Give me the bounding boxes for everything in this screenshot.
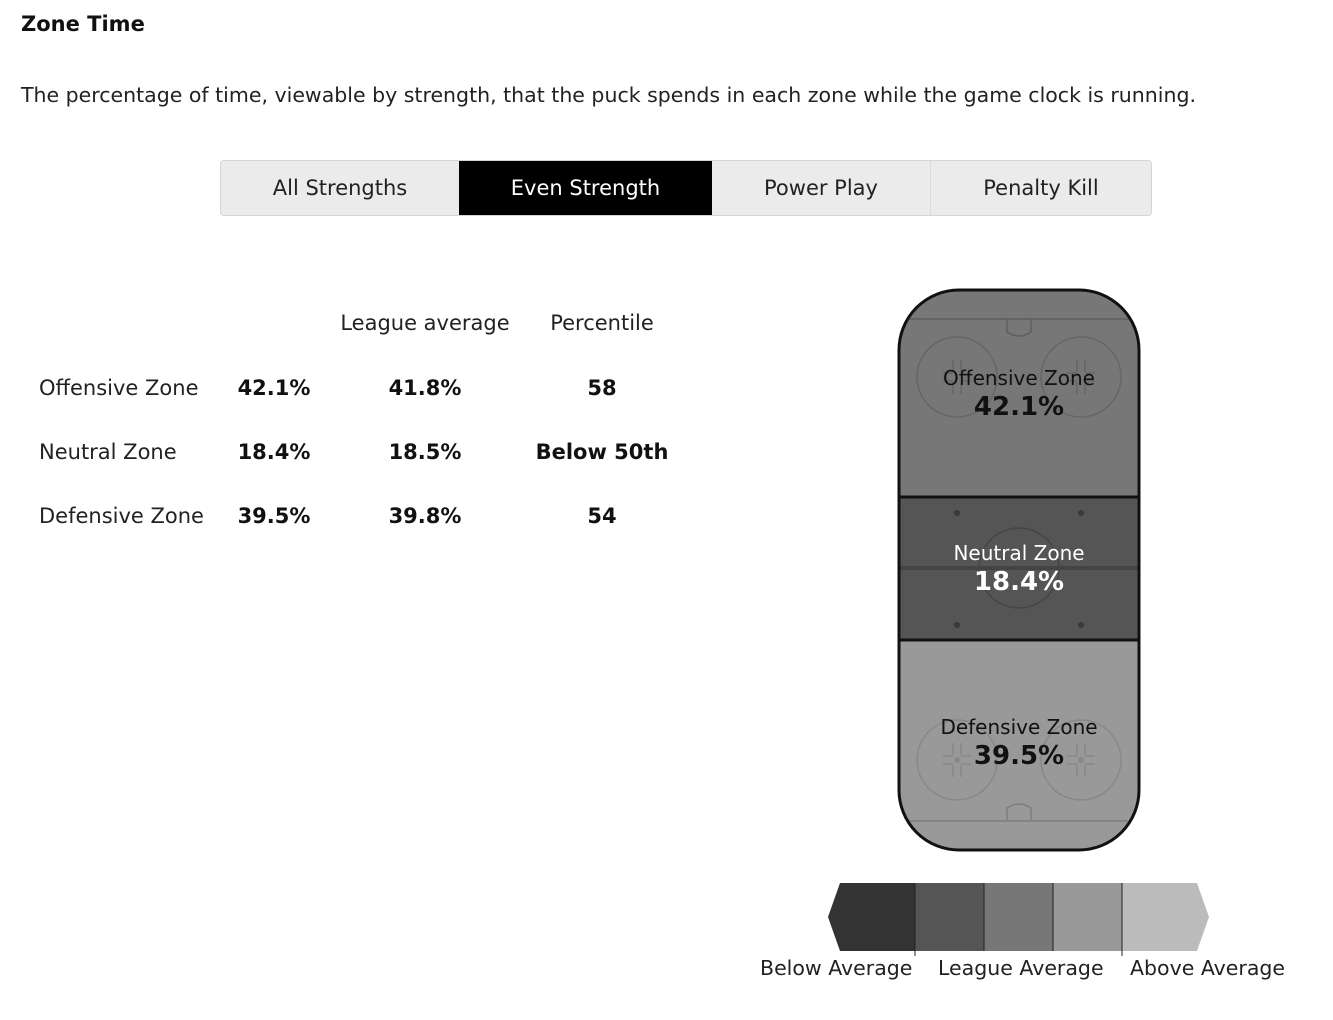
row-label-offensive-zone: Offensive Zone — [39, 376, 199, 400]
defensive-zone-percentile: 54 — [587, 504, 617, 528]
row-label-neutral-zone: Neutral Zone — [39, 440, 177, 464]
offensive-zone-area — [899, 290, 1139, 497]
defensive-zone-value: 39.5% — [237, 504, 311, 528]
section-description: The percentage of time, viewable by stre… — [21, 83, 1196, 107]
legend-swatch-above-2 — [1122, 883, 1209, 951]
legend-label-below-average: Below Average — [760, 956, 913, 980]
neutral-zone-markings — [899, 510, 1139, 628]
tab-power-play[interactable]: Power Play — [764, 176, 878, 200]
defensive-faceoff-circles — [916, 719, 1122, 801]
strength-tabs: All Strengths Even Strength Power Play P… — [220, 160, 1152, 216]
tab-even-strength[interactable]: Even Strength — [459, 161, 712, 215]
offensive-zone-label: Offensive Zone — [943, 366, 1095, 390]
header-league-average: League average — [340, 311, 510, 335]
defensive-zone-area — [899, 640, 1139, 850]
neutral-zone-label: Neutral Zone — [953, 541, 1084, 565]
header-percentile: Percentile — [550, 311, 654, 335]
section-title: Zone Time — [21, 12, 145, 36]
rink-diagram: Offensive Zone 42.1% Neutral Zone 18.4% … — [897, 288, 1141, 852]
offensive-zone-league-average: 41.8% — [388, 376, 462, 400]
defensive-zone-percent: 39.5% — [974, 741, 1064, 771]
legend-label-league-average: League Average — [938, 956, 1104, 980]
neutral-zone-value: 18.4% — [237, 440, 311, 464]
legend-swatch-below-1 — [915, 883, 984, 951]
defensive-zone-label: Defensive Zone — [940, 715, 1097, 739]
legend-swatch-below-2 — [828, 883, 915, 951]
defensive-zone-league-average: 39.8% — [388, 504, 462, 528]
neutral-zone-percentile: Below 50th — [535, 440, 669, 464]
legend-swatch-average — [984, 883, 1053, 951]
offensive-faceoff-circles — [916, 336, 1122, 418]
offensive-zone-value: 42.1% — [237, 376, 311, 400]
legend-swatch-above-1 — [1053, 883, 1122, 951]
offensive-zone-percentile: 58 — [587, 376, 617, 400]
tab-all-strengths[interactable]: All Strengths — [272, 176, 408, 200]
offensive-zone-percent: 42.1% — [974, 392, 1064, 422]
row-label-defensive-zone: Defensive Zone — [39, 504, 204, 528]
legend-label-above-average: Above Average — [1130, 956, 1286, 980]
tab-penalty-kill[interactable]: Penalty Kill — [930, 161, 1151, 215]
neutral-zone-league-average: 18.5% — [388, 440, 462, 464]
color-legend — [828, 883, 1209, 956]
neutral-zone-percent: 18.4% — [974, 567, 1064, 597]
